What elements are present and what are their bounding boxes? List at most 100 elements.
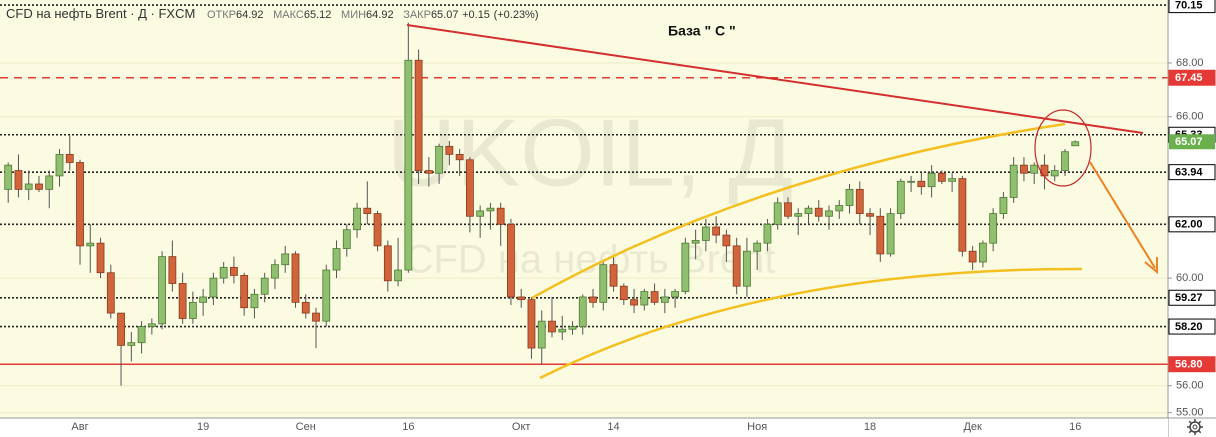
candle-body	[76, 162, 84, 247]
x-tick-label: Окт	[512, 421, 531, 433]
plot-background	[0, 0, 1168, 418]
candle-body	[835, 205, 844, 212]
low-value: 64.92	[366, 9, 394, 21]
price-label: 67.45	[1175, 72, 1203, 84]
price-label-box	[1168, 356, 1216, 373]
candle-body	[281, 253, 290, 266]
candle-body	[147, 323, 156, 327]
candle-body	[240, 275, 249, 309]
candles	[4, 22, 1080, 386]
candle-body	[117, 312, 125, 346]
axis-labels: 55.0056.0060.0066.0068.0070.1567.4565.33…	[71, 0, 1216, 433]
candle-body	[896, 180, 905, 214]
price-label: 62.00	[1175, 219, 1203, 231]
candle-body	[445, 145, 454, 155]
candle-body	[158, 256, 167, 325]
arrow-line	[1089, 161, 1156, 269]
high-value: 65.12	[303, 9, 332, 21]
candle-body	[230, 266, 238, 276]
candle-body	[763, 223, 772, 244]
watermark-symbol: UKOIL, Д	[387, 99, 793, 206]
candle-body	[455, 153, 464, 161]
symbol-title: CFD на нефть Brent · Д · FXCM	[6, 6, 196, 21]
candle-body	[1071, 141, 1080, 147]
candle-body	[814, 207, 823, 217]
x-tick-label: 19	[197, 421, 209, 433]
candle-body	[1009, 164, 1018, 198]
x-tick-label: Дек	[963, 421, 982, 433]
candle-body	[404, 59, 413, 271]
candle-body	[1061, 151, 1069, 171]
candle-body	[640, 291, 649, 306]
candle-body	[517, 296, 526, 301]
candle-body	[743, 250, 751, 287]
candle-body	[876, 215, 885, 255]
candle-body	[260, 277, 269, 295]
candle-body	[660, 296, 669, 303]
candle-body	[937, 172, 946, 182]
candle-body	[589, 296, 597, 303]
candle-body	[609, 264, 618, 287]
channel-lower	[539, 267, 1083, 380]
close-label: ЗАКР	[403, 9, 431, 21]
candle-body	[712, 226, 721, 236]
candle-body	[825, 210, 833, 217]
candle-body	[855, 188, 864, 214]
x-tick-label: 16	[1069, 421, 1081, 433]
candle-body	[1020, 164, 1028, 174]
candle-body	[804, 207, 813, 214]
candle-body	[394, 269, 402, 282]
candle-body	[96, 242, 105, 274]
candle-body	[168, 256, 177, 284]
candle-body	[45, 175, 54, 190]
x-tick-label: Сен	[296, 421, 316, 433]
channel-upper	[531, 122, 1066, 300]
candle-body	[732, 245, 741, 287]
candle-body	[496, 207, 505, 225]
close-value: 65.07	[430, 9, 459, 21]
x-tick-label: 14	[607, 421, 619, 433]
annotation: База " С "	[668, 23, 736, 39]
watermark-name: CFD на нефть Brent	[404, 238, 775, 282]
candle-body	[301, 301, 310, 314]
candle-body	[917, 180, 926, 188]
price-label: 70.15	[1175, 0, 1203, 12]
candle-body	[363, 207, 372, 214]
candle-body	[650, 291, 659, 303]
candle-body	[630, 299, 638, 306]
y-tick-label: 66.00	[1176, 111, 1204, 123]
candle-body	[558, 328, 567, 333]
candle-body	[4, 164, 13, 190]
candle-body	[312, 312, 320, 322]
settings-icon[interactable]	[1187, 419, 1203, 435]
candle-body	[188, 301, 197, 319]
price-label-box	[1168, 0, 1216, 14]
candle-body	[106, 272, 115, 314]
candle-body	[968, 250, 977, 263]
low-label: МИН	[341, 9, 367, 21]
legend-header: CFD на нефть Brent · Д · FXCM ОТКР64.92 …	[6, 6, 539, 21]
candle-body	[291, 253, 300, 303]
candle-body	[753, 242, 762, 252]
price-label: 59.27	[1175, 292, 1203, 304]
candle-body	[773, 202, 782, 225]
time-axis	[0, 418, 1168, 437]
candle-body	[948, 178, 957, 182]
candle-body	[794, 213, 803, 217]
candle-body	[14, 170, 23, 190]
open-label: ОТКР	[206, 9, 236, 21]
candle-body	[927, 172, 936, 188]
candle-body	[127, 342, 136, 346]
candle-body	[476, 210, 485, 217]
candle-body	[199, 296, 208, 303]
price-label: 58.20	[1175, 321, 1203, 333]
candle-body	[465, 159, 474, 217]
candle-body	[989, 213, 998, 244]
candle-body	[35, 183, 43, 190]
candle-body	[671, 291, 679, 298]
change-percent: (+0.23%)	[493, 9, 539, 21]
price-label-box	[1168, 164, 1216, 181]
candle-body	[219, 266, 228, 279]
